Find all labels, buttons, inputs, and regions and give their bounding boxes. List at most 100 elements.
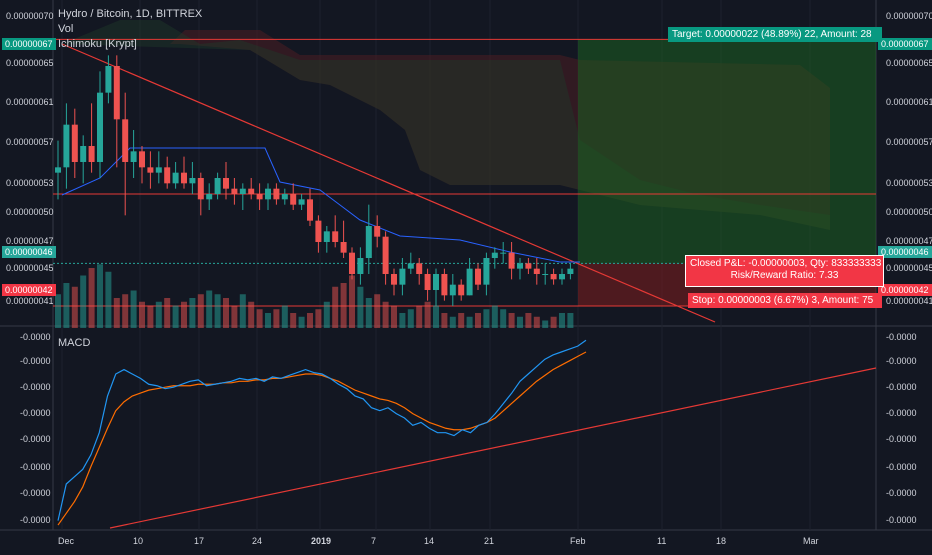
time-tick: 7 — [371, 536, 377, 546]
target-box[interactable]: Target: 0.00000022 (48.89%) 22, Amount: … — [668, 27, 882, 42]
volume-bar — [315, 309, 322, 328]
left-tick: 0.00000061 — [6, 97, 54, 107]
candle-body — [550, 274, 557, 280]
macd-right-tick: -0.0000 — [886, 332, 917, 342]
candle-body — [483, 258, 490, 285]
candle-body — [197, 178, 204, 200]
volume-bar — [147, 305, 154, 328]
candle-body — [71, 124, 78, 162]
candle-body — [424, 274, 431, 290]
candle-body — [130, 151, 137, 162]
ichimoku-label: Ichimoku [Krypt] — [58, 38, 137, 50]
candle-body — [105, 66, 112, 93]
kijun-line — [61, 147, 580, 263]
candle-body — [88, 146, 95, 162]
macd-right-tick: -0.0000 — [886, 356, 917, 366]
volume-bar — [382, 301, 389, 328]
candle-body — [449, 284, 456, 296]
macd-right-tick: -0.0000 — [886, 382, 917, 392]
volume-bar — [231, 305, 238, 328]
closed-pl-box[interactable]: Closed P&L: -0.00000003, Qty: 833333333 … — [685, 255, 884, 287]
volume-bar — [88, 268, 95, 328]
ichimoku-cloud-green — [62, 20, 830, 230]
macd-right-tick: -0.0000 — [886, 488, 917, 498]
volume-bar — [172, 305, 179, 328]
volume-bar — [307, 313, 313, 328]
volume-bar — [508, 313, 515, 328]
volume-bar — [323, 301, 330, 328]
volume-bar — [214, 294, 221, 328]
candle-body — [542, 274, 549, 275]
macd-trendline — [109, 367, 877, 529]
volume-bar — [155, 301, 162, 328]
candle-body — [172, 172, 179, 184]
candle-body — [223, 178, 229, 189]
candle-body — [206, 194, 213, 200]
volume-bar — [365, 298, 372, 328]
volume-bar — [265, 313, 271, 328]
volume-bar — [407, 309, 414, 328]
volume-bar — [223, 298, 229, 328]
volume-bar — [298, 316, 305, 328]
macd-right-tick: -0.0000 — [886, 408, 917, 418]
candle-body — [214, 178, 221, 194]
candle-body — [475, 268, 481, 285]
right-tick: 0.00000065 — [886, 58, 932, 68]
candle-body — [491, 252, 498, 258]
candle-body — [466, 268, 473, 296]
volume-bar — [197, 294, 204, 328]
candle-body — [307, 199, 313, 221]
left-tick: 0.00000050 — [6, 207, 54, 217]
macd-signal-line — [57, 351, 587, 526]
macd-left-tick: -0.0000 — [20, 462, 51, 472]
macd-left-tick: -0.0000 — [20, 434, 51, 444]
volume-bar — [248, 301, 255, 328]
macd-right-tick: -0.0000 — [886, 515, 917, 525]
candle-body — [349, 252, 355, 274]
volume-bar — [475, 313, 481, 328]
volume-bar — [567, 313, 574, 328]
candle-body — [357, 258, 364, 274]
volume-bar — [424, 301, 431, 328]
left-tick: 0.00000065 — [6, 58, 54, 68]
time-tick: Dec — [58, 536, 75, 546]
volume-bar — [281, 305, 288, 328]
right-tick: 0.00000041 — [886, 296, 932, 306]
volume-bar — [391, 305, 397, 328]
macd-left-tick: -0.0000 — [20, 356, 51, 366]
price-tag-stop-left: 0.00000042 — [2, 284, 56, 296]
volume-bar — [139, 301, 145, 328]
candle-body — [80, 146, 87, 162]
candle-body — [248, 188, 255, 194]
volume-bar — [189, 298, 196, 328]
symbol-title: Hydro / Bitcoin, 1D, BITTREX — [58, 8, 203, 20]
candle-body — [340, 242, 347, 253]
macd-left-tick: -0.0000 — [20, 515, 51, 525]
candle-body — [315, 220, 322, 242]
macd-left-tick: -0.0000 — [20, 488, 51, 498]
right-tick: 0.00000057 — [886, 137, 932, 147]
candle-body — [189, 178, 196, 184]
candle-body — [265, 188, 271, 200]
stop-box[interactable]: Stop: 0.00000003 (6.67%) 3, Amount: 75 — [688, 293, 882, 308]
macd-label: MACD — [58, 337, 91, 349]
candle-body — [256, 194, 263, 200]
volume-bar — [55, 294, 61, 328]
volume-bar — [239, 294, 246, 328]
volume-bar — [349, 275, 355, 328]
time-tick: 18 — [716, 536, 727, 546]
volume-bar — [332, 286, 339, 328]
candle-body — [559, 274, 565, 280]
volume-bar — [105, 271, 112, 328]
volume-bar — [122, 294, 129, 328]
volume-bar — [559, 313, 565, 328]
price-tag-stop-right: 0.00000042 — [878, 284, 932, 296]
volume-bar — [130, 290, 137, 328]
volume-bar — [97, 264, 103, 328]
closed-pl-text: Closed P&L: -0.00000003, Qty: 833333333 — [690, 258, 882, 269]
candle-body — [517, 263, 523, 269]
left-tick: 0.00000057 — [6, 137, 54, 147]
volume-bar — [441, 313, 448, 328]
candle-body — [525, 263, 532, 269]
